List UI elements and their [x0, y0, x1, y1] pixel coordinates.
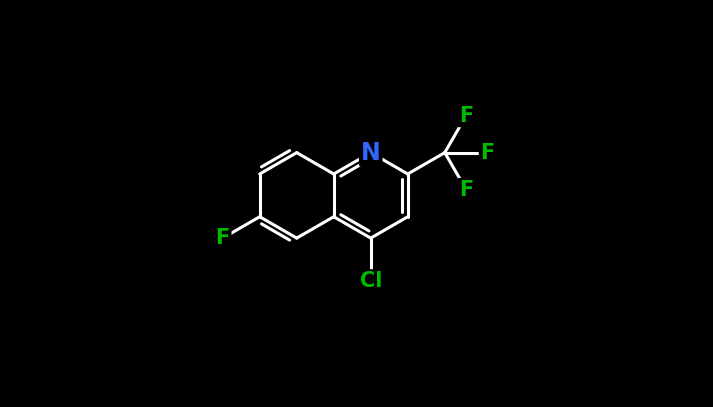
- Text: Cl: Cl: [359, 271, 382, 291]
- Text: F: F: [459, 105, 473, 126]
- Text: N: N: [361, 141, 381, 164]
- Text: F: F: [481, 142, 495, 163]
- Text: F: F: [459, 179, 473, 200]
- Text: F: F: [215, 228, 230, 248]
